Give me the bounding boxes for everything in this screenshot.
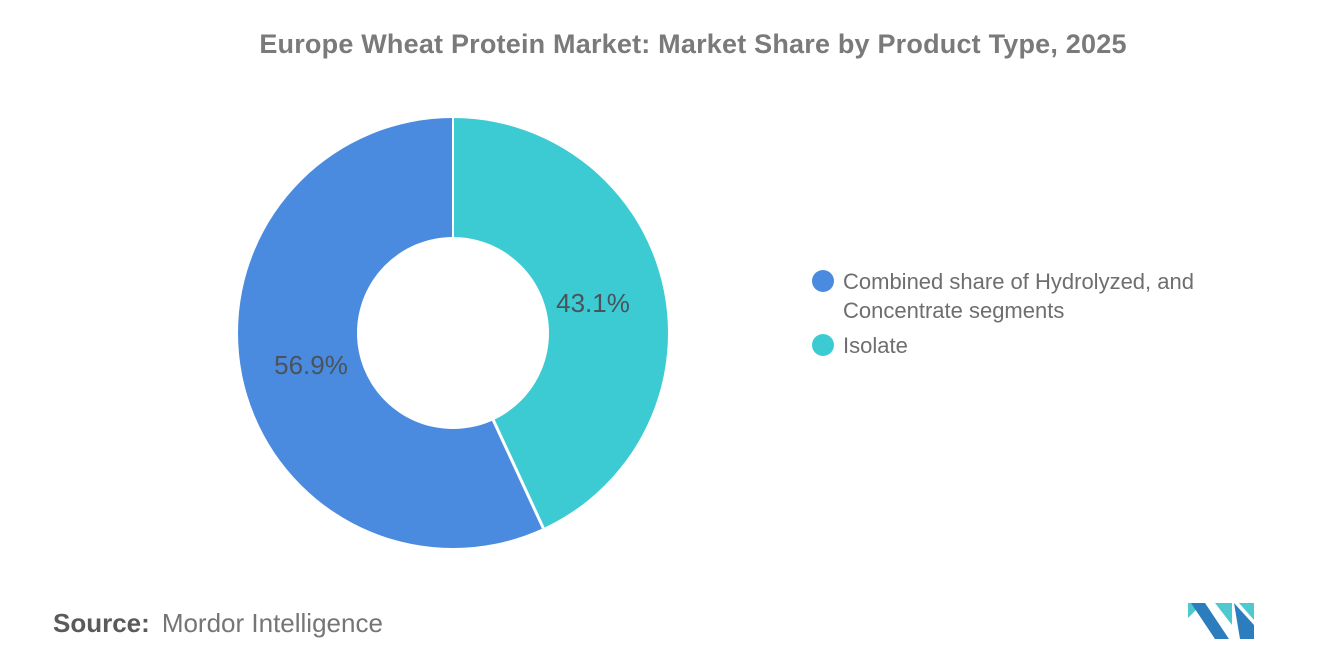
legend-label-combined: Combined share of Hydrolyzed, and Concen… bbox=[843, 269, 1194, 323]
legend-marker-isolate-icon bbox=[812, 334, 834, 356]
logo-shape-right-blue-stroke bbox=[1234, 603, 1254, 639]
donut-ring: 56.9% 43.1% bbox=[238, 118, 668, 548]
donut-chart: 56.9% 43.1% bbox=[238, 118, 668, 548]
slice-label-combined: 56.9% bbox=[274, 350, 348, 380]
logo-shape-left-blue-stroke bbox=[1191, 603, 1229, 639]
logo-shape-middle-teal-triangle bbox=[1215, 603, 1232, 625]
mordor-intelligence-logo bbox=[1188, 603, 1254, 639]
legend-item-isolate: Isolate bbox=[812, 331, 1233, 360]
legend-label-isolate: Isolate bbox=[843, 333, 908, 358]
legend-marker-combined-icon bbox=[812, 270, 834, 292]
legend-item-combined: Combined share of Hydrolyzed, and Concen… bbox=[812, 267, 1233, 325]
source-label: Source: bbox=[53, 608, 150, 638]
donut-hole bbox=[357, 237, 549, 429]
slice-divider-top bbox=[451, 118, 455, 333]
legend: Combined share of Hydrolyzed, and Concen… bbox=[812, 267, 1233, 360]
source-name: Mordor Intelligence bbox=[161, 608, 383, 638]
source-attribution: Source: Mordor Intelligence bbox=[53, 606, 383, 640]
logo-shape-right-teal-triangle bbox=[1239, 603, 1254, 620]
slice-label-isolate: 43.1% bbox=[556, 288, 630, 318]
chart-title: Europe Wheat Protein Market: Market Shar… bbox=[259, 29, 1127, 59]
